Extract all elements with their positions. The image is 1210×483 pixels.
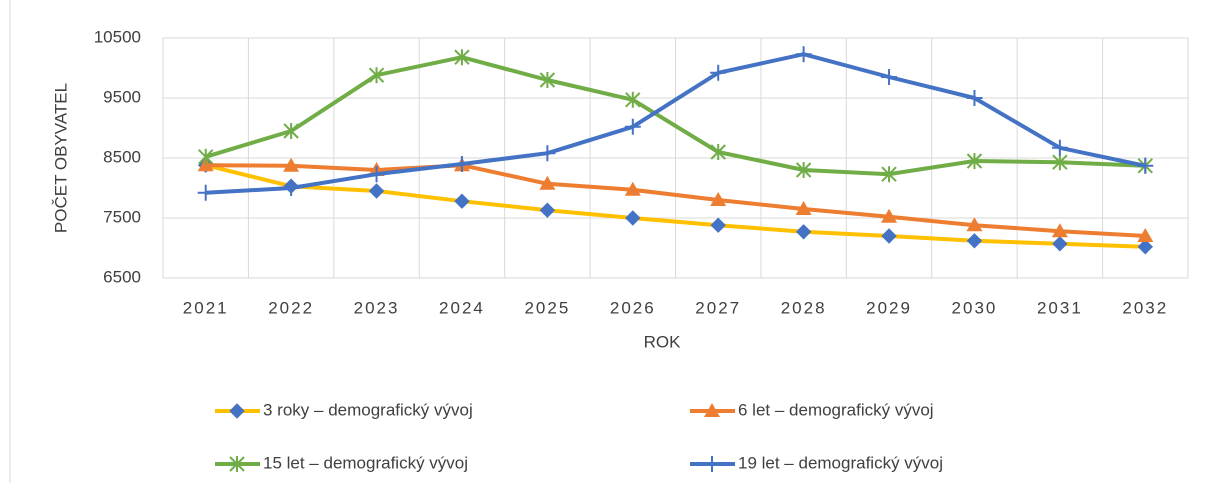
marker (710, 217, 726, 233)
marker (539, 202, 556, 218)
legend-label: 15 let – demografický vývoj (263, 453, 468, 472)
marker (795, 201, 812, 215)
marker (368, 67, 385, 84)
x-tick-label: 2022 (268, 298, 314, 317)
legend-label: 3 roky – demografický vývoj (263, 400, 473, 419)
marker (710, 144, 726, 160)
marker (795, 162, 812, 178)
y-tick-label: 8500 (103, 147, 141, 166)
x-tick-label: 2027 (695, 298, 741, 317)
marker (197, 184, 214, 201)
marker (229, 403, 245, 419)
marker (966, 233, 983, 249)
y-tick-label: 10500 (94, 27, 141, 46)
marker (454, 49, 470, 66)
marker (624, 118, 641, 135)
marker (710, 192, 727, 206)
marker (1052, 154, 1068, 171)
marker (966, 153, 983, 169)
marker (704, 456, 720, 472)
marker (966, 90, 983, 106)
y-axis-label: POČET OBYVATEL (51, 83, 70, 233)
marker (881, 69, 898, 85)
series-line (205, 55, 1146, 177)
marker (539, 72, 556, 88)
y-tick-label: 7500 (103, 207, 141, 226)
x-tick-label: 2026 (610, 298, 656, 317)
marker (1051, 139, 1068, 156)
marker (283, 180, 300, 196)
marker (198, 148, 214, 165)
legend-label: 19 let – demografický vývoj (738, 453, 943, 472)
marker (795, 46, 812, 63)
marker (453, 156, 470, 172)
x-tick-label: 2028 (781, 298, 827, 317)
marker (283, 157, 300, 172)
marker (966, 217, 983, 232)
y-tick-label: 9500 (103, 87, 141, 106)
marker (1051, 223, 1068, 238)
marker (625, 210, 641, 226)
marker (1137, 228, 1154, 242)
marker (1137, 239, 1153, 255)
marker (710, 64, 727, 81)
marker (1052, 236, 1068, 252)
x-tick-label: 2021 (183, 298, 229, 317)
marker (454, 193, 470, 209)
marker (283, 123, 299, 139)
series-line (205, 163, 1146, 249)
marker (881, 228, 897, 244)
x-axis-label: ROK (644, 332, 682, 351)
marker (1137, 157, 1154, 174)
y-tick-label: 6500 (103, 267, 141, 286)
marker (539, 145, 556, 162)
marker (229, 456, 245, 472)
x-tick-label: 2030 (952, 298, 998, 317)
marker (795, 224, 812, 240)
legend-label: 6 let – demografický vývoj (738, 400, 934, 419)
marker (539, 175, 556, 190)
marker (624, 181, 641, 196)
chart-border (9, 0, 11, 483)
marker (368, 183, 385, 199)
x-tick-label: 2023 (354, 298, 400, 317)
marker (881, 208, 898, 223)
series-line (205, 163, 1146, 238)
marker (368, 166, 385, 183)
x-tick-label: 2025 (524, 298, 570, 317)
x-tick-label: 2024 (439, 298, 485, 317)
series-line (205, 52, 1146, 195)
marker (704, 403, 720, 417)
x-tick-label: 2029 (866, 298, 912, 317)
x-tick-label: 2031 (1037, 298, 1083, 317)
marker (881, 166, 897, 183)
x-tick-label: 2032 (1122, 298, 1168, 317)
marker (625, 91, 641, 108)
